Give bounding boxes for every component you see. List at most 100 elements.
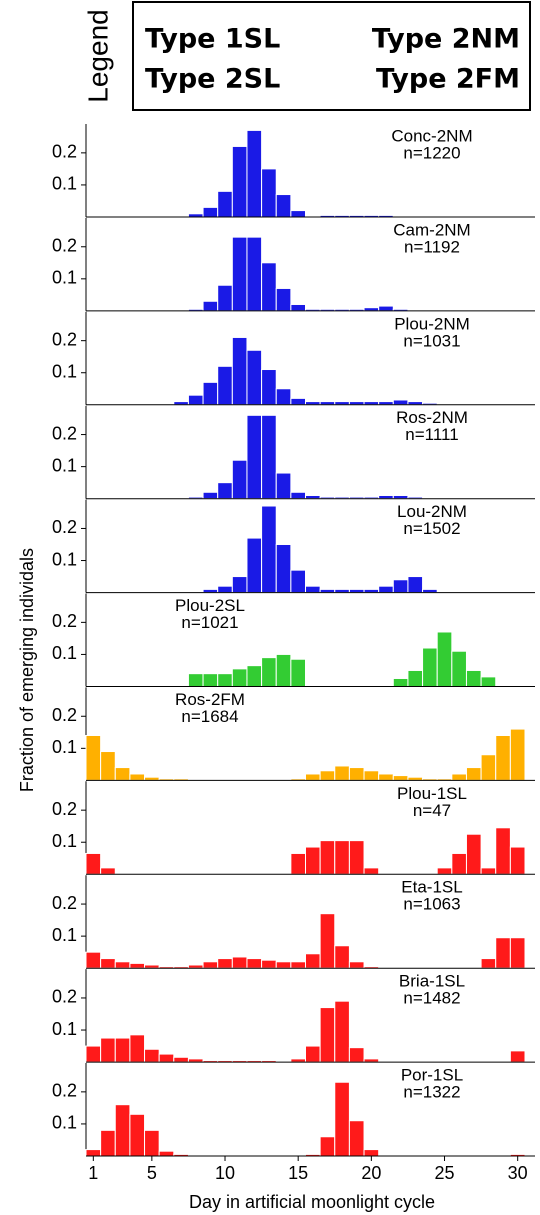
y-tick-label: 0.2 xyxy=(52,893,77,913)
x-tick-label: 30 xyxy=(508,1163,528,1183)
panel-count: n=1021 xyxy=(181,613,238,632)
bar xyxy=(202,673,219,688)
bar xyxy=(217,585,233,594)
bar xyxy=(129,1113,146,1157)
bar xyxy=(465,669,482,687)
x-tick-label: 25 xyxy=(435,1163,455,1183)
panel-count: n=1192 xyxy=(404,237,460,256)
panel-count: n=1063 xyxy=(403,895,460,914)
bar xyxy=(114,961,131,969)
bar xyxy=(348,961,365,969)
panel-count: n=1031 xyxy=(403,331,460,350)
bar xyxy=(480,754,497,781)
bar xyxy=(246,537,263,594)
bar xyxy=(187,673,204,688)
bar xyxy=(114,1104,131,1157)
bar xyxy=(509,728,526,781)
panel-label: Plou-2NM xyxy=(394,314,470,333)
panel-count: n=1220 xyxy=(403,143,460,162)
bar xyxy=(261,369,277,406)
panel-count: n=1482 xyxy=(403,989,460,1008)
bar xyxy=(246,349,263,406)
y-tick-label: 0.1 xyxy=(52,643,77,663)
bar xyxy=(436,867,453,875)
bar xyxy=(378,585,394,594)
y-tick-label: 0.2 xyxy=(52,236,77,256)
bar xyxy=(100,958,116,969)
bar xyxy=(290,961,307,969)
bar xyxy=(392,579,409,594)
bar xyxy=(319,913,336,969)
bar xyxy=(158,1150,175,1157)
bar xyxy=(334,1081,350,1157)
legend-entry: Type 2FM xyxy=(376,64,520,95)
bar xyxy=(363,867,380,875)
bar xyxy=(378,773,394,781)
bar xyxy=(114,767,131,781)
bar xyxy=(509,937,526,969)
y-tick-label: 0.2 xyxy=(52,142,77,162)
bar xyxy=(348,1047,365,1063)
y-tick-label: 0.1 xyxy=(52,361,77,381)
panel-label: Ros-2FM xyxy=(175,690,245,709)
bar xyxy=(495,937,511,969)
legend-box xyxy=(132,1,531,111)
panel-count: n=1502 xyxy=(403,519,460,538)
bar xyxy=(202,381,219,406)
bar xyxy=(407,576,424,594)
bar xyxy=(85,1149,102,1157)
bar xyxy=(334,1000,350,1063)
panel-label: Eta-1SL xyxy=(401,878,462,897)
panel-count: n=1111 xyxy=(405,425,458,444)
bar xyxy=(202,961,219,969)
bar xyxy=(290,210,307,218)
bar xyxy=(231,668,248,687)
bar xyxy=(261,414,277,500)
bar xyxy=(261,168,277,218)
y-tick-label: 0.2 xyxy=(52,799,77,819)
bar xyxy=(290,491,307,500)
x-axis-label: Day in artificial moonlight cycle xyxy=(189,1192,435,1212)
bar xyxy=(305,585,321,594)
bar xyxy=(348,840,365,875)
bar xyxy=(85,1045,102,1063)
legend-entry: Type 2SL xyxy=(145,64,280,95)
x-tick-label: 15 xyxy=(288,1163,308,1183)
bar xyxy=(378,305,394,312)
bar xyxy=(290,303,307,312)
bar xyxy=(231,336,248,406)
panel-count: n=1322 xyxy=(403,1082,460,1101)
panel-label: Conc-2NM xyxy=(391,126,472,145)
bar xyxy=(100,751,116,781)
bar xyxy=(290,569,307,594)
y-tick-label: 0.2 xyxy=(52,1081,77,1101)
bar xyxy=(509,846,526,875)
bar xyxy=(231,145,248,218)
x-tick-label: 20 xyxy=(361,1163,381,1183)
panel-label: Bria-1SL xyxy=(399,972,465,991)
bar xyxy=(392,399,409,406)
bar xyxy=(275,472,292,500)
bar xyxy=(319,770,336,781)
bar xyxy=(217,958,233,969)
bar xyxy=(85,951,102,969)
panel-label: Ros-2NM xyxy=(396,408,468,427)
y-tick-label: 0.1 xyxy=(52,549,77,569)
bar xyxy=(465,833,482,875)
bar xyxy=(465,767,482,781)
bar xyxy=(231,956,248,969)
x-tick-label: 5 xyxy=(147,1163,157,1183)
bar xyxy=(334,765,350,781)
y-tick-label: 0.2 xyxy=(52,705,77,725)
bar xyxy=(275,961,292,969)
bar xyxy=(231,236,248,312)
bar xyxy=(275,287,292,312)
bar xyxy=(231,576,248,594)
bar xyxy=(100,1037,116,1063)
bar xyxy=(217,190,233,218)
panel-label: Lou-2NM xyxy=(397,502,467,521)
bar xyxy=(509,1050,526,1063)
bar xyxy=(275,653,292,687)
y-tick-label: 0.2 xyxy=(52,987,77,1007)
bar xyxy=(217,673,233,688)
